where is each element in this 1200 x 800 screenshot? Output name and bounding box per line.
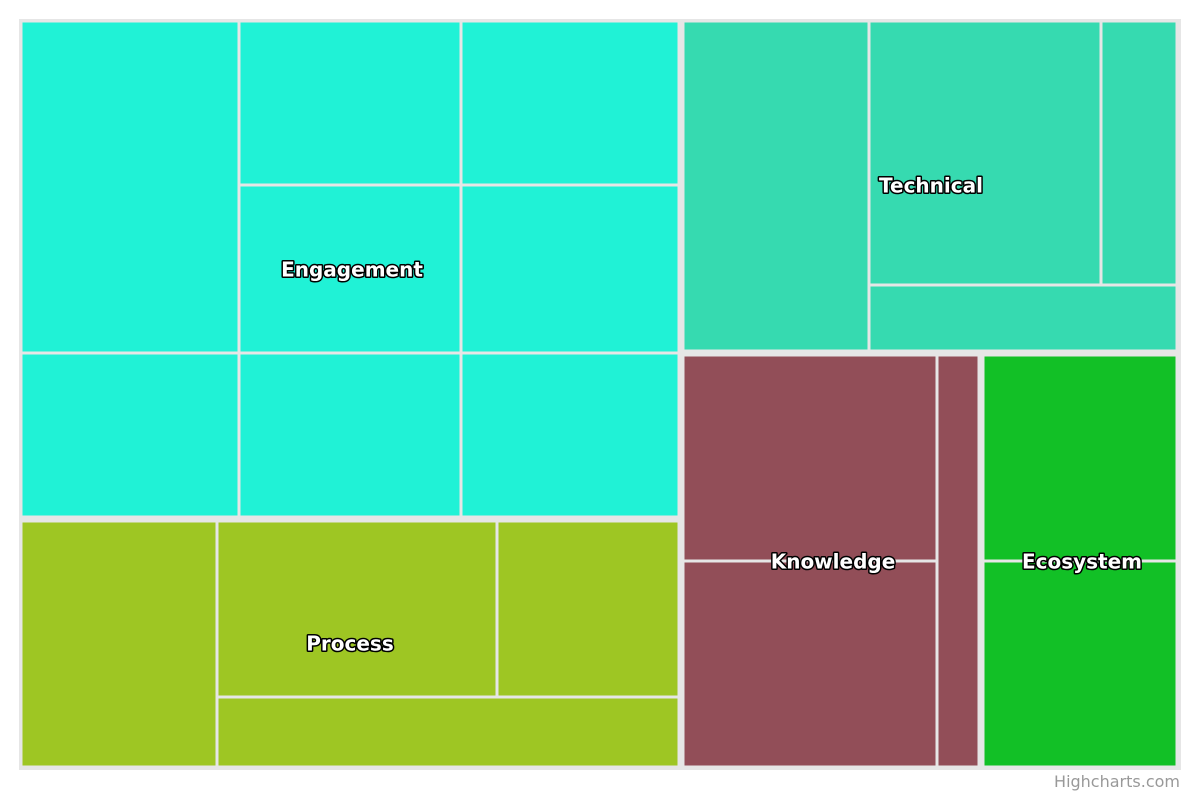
treemap-leaf-process-3[interactable]: [496, 520, 680, 698]
treemap-leaf-technical-3[interactable]: [1100, 20, 1178, 286]
treemap-leaf-technical-2[interactable]: [868, 20, 1102, 286]
treemap-leaf-engagement-3[interactable]: [460, 20, 680, 186]
highcharts-credit-link[interactable]: Highcharts.com: [1054, 772, 1180, 791]
treemap-leaf-technical-4[interactable]: [868, 284, 1178, 352]
treemap-group-technical[interactable]: Technical: [682, 20, 1178, 352]
treemap-leaf-engagement-7[interactable]: [238, 352, 462, 518]
treemap-leaf-knowledge-2[interactable]: [682, 560, 938, 768]
treemap-leaf-process-1[interactable]: [20, 520, 218, 768]
treemap-label-technical: Technical: [879, 174, 983, 198]
treemap-leaf-ecosystem-2[interactable]: [982, 560, 1178, 768]
treemap-label-engagement: Engagement: [281, 258, 423, 282]
treemap-leaf-process-2[interactable]: [216, 520, 498, 698]
treemap-leaf-engagement-6[interactable]: [20, 352, 240, 518]
treemap-group-ecosystem[interactable]: Ecosystem: [982, 354, 1178, 768]
treemap-leaf-knowledge-3[interactable]: [936, 354, 980, 768]
treemap-label-ecosystem: Ecosystem: [1022, 550, 1142, 574]
treemap-label-process: Process: [306, 632, 394, 656]
treemap-leaf-engagement-1[interactable]: [20, 20, 240, 354]
treemap-leaf-engagement-5[interactable]: [460, 184, 680, 354]
treemap-leaf-ecosystem-1[interactable]: [982, 354, 1178, 562]
treemap-label-knowledge: Knowledge: [771, 550, 896, 574]
treemap-leaf-technical-1[interactable]: [682, 20, 870, 352]
treemap-leaf-knowledge-1[interactable]: [682, 354, 938, 562]
treemap-group-process[interactable]: Process: [20, 520, 680, 768]
treemap-leaf-engagement-8[interactable]: [460, 352, 680, 518]
treemap-group-engagement[interactable]: Engagement: [20, 20, 680, 518]
treemap-leaf-process-4[interactable]: [216, 696, 680, 768]
treemap-group-knowledge[interactable]: Knowledge: [682, 354, 980, 768]
treemap-leaf-engagement-2[interactable]: [238, 20, 462, 186]
